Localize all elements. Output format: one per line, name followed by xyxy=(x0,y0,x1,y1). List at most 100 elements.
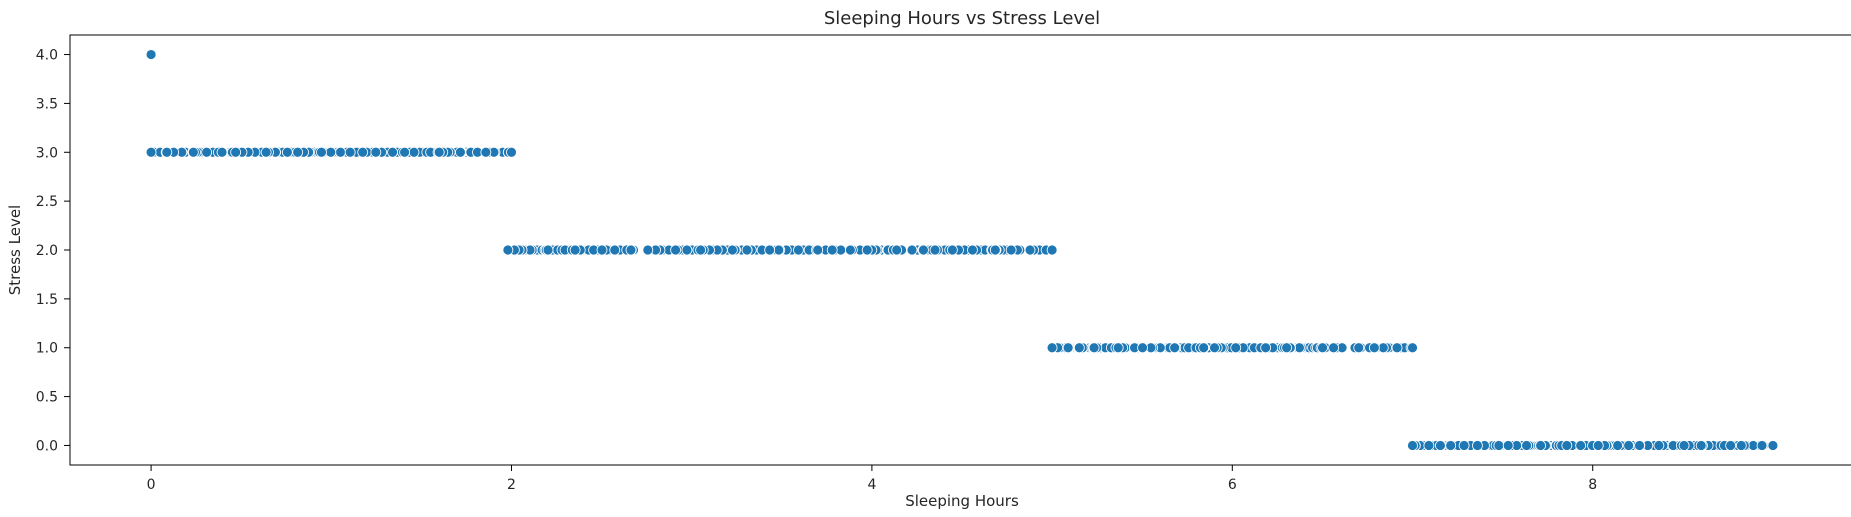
data-point xyxy=(1137,342,1148,354)
data-point xyxy=(891,244,903,256)
data-point xyxy=(1088,342,1100,354)
data-point xyxy=(1445,440,1457,451)
data-point xyxy=(335,146,346,158)
data-point xyxy=(741,244,753,256)
data-point xyxy=(433,146,445,158)
y-axis-label: Stress Level xyxy=(6,205,24,295)
x-axis-label: Sleeping Hours xyxy=(905,492,1019,510)
data-point xyxy=(1767,440,1779,451)
data-point xyxy=(1634,440,1645,451)
data-point xyxy=(1695,440,1707,451)
data-point xyxy=(145,146,157,158)
data-point xyxy=(357,146,369,158)
data-point xyxy=(1062,342,1074,354)
data-point xyxy=(1472,440,1483,451)
data-point xyxy=(793,244,804,256)
data-point xyxy=(480,146,492,158)
y-tick-label: 1.0 xyxy=(36,341,58,357)
data-point xyxy=(1653,440,1665,451)
x-tick-label: 8 xyxy=(1588,477,1597,493)
data-point xyxy=(1328,342,1339,354)
data-point xyxy=(281,146,293,158)
x-tick-label: 4 xyxy=(867,477,876,493)
data-point xyxy=(1612,440,1624,451)
data-point xyxy=(1423,440,1435,451)
data-point xyxy=(1592,440,1604,451)
data-point xyxy=(989,244,1001,256)
y-tick-label: 0.5 xyxy=(36,390,58,406)
data-point xyxy=(764,244,776,256)
data-point xyxy=(1407,342,1418,354)
data-point xyxy=(1623,440,1635,451)
data-point xyxy=(1260,342,1272,354)
data-point xyxy=(1575,440,1587,451)
data-point xyxy=(216,146,228,158)
x-tick-label: 2 xyxy=(507,477,516,493)
data-point xyxy=(967,244,978,256)
data-point xyxy=(826,244,838,256)
data-point xyxy=(145,49,157,60)
data-point xyxy=(861,244,873,256)
data-point xyxy=(1198,342,1210,354)
data-point xyxy=(161,146,173,158)
data-point xyxy=(727,244,738,256)
data-point xyxy=(670,244,681,256)
y-axis: 0.0 0.5 1.0 1.5 2.0 2.5 3.0 3.5 4.0 xyxy=(36,48,70,454)
x-axis: 0 2 4 6 8 xyxy=(147,465,1597,493)
data-point xyxy=(1024,244,1036,256)
data-point xyxy=(1561,440,1573,451)
data-point xyxy=(1169,342,1181,354)
data-point xyxy=(325,146,337,158)
y-tick-label: 3.0 xyxy=(36,145,58,161)
scatter-points xyxy=(145,49,1779,451)
data-point xyxy=(370,146,382,158)
data-point xyxy=(918,244,929,256)
data-point xyxy=(625,244,637,256)
data-point xyxy=(642,244,654,256)
data-point xyxy=(1281,342,1293,354)
data-point xyxy=(812,244,824,256)
data-point xyxy=(946,244,958,256)
data-point xyxy=(1407,440,1418,451)
x-tick-label: 0 xyxy=(147,477,156,493)
data-point xyxy=(1046,342,1058,354)
data-point xyxy=(399,146,411,158)
data-point xyxy=(1735,440,1747,451)
y-tick-label: 0.0 xyxy=(36,438,58,454)
data-point xyxy=(596,244,608,256)
data-point xyxy=(260,146,272,158)
data-point xyxy=(230,146,242,158)
data-point xyxy=(681,244,693,256)
data-point xyxy=(387,146,398,158)
data-point xyxy=(906,244,918,256)
data-point xyxy=(502,244,514,256)
data-point xyxy=(1209,342,1220,354)
data-point xyxy=(1112,342,1124,354)
data-point xyxy=(455,146,466,158)
data-point xyxy=(408,146,420,158)
data-point xyxy=(201,146,213,158)
data-point xyxy=(695,244,707,256)
data-point xyxy=(1317,342,1328,354)
data-point xyxy=(844,244,856,256)
y-tick-label: 1.5 xyxy=(36,292,58,308)
chart-title: Sleeping Hours vs Stress Level xyxy=(824,8,1100,29)
data-point xyxy=(773,244,785,256)
data-point xyxy=(1535,440,1547,451)
data-point xyxy=(1230,342,1242,354)
data-point xyxy=(609,244,621,256)
data-point xyxy=(1005,244,1017,256)
data-point xyxy=(1725,440,1737,451)
data-point xyxy=(1377,342,1389,354)
data-point xyxy=(1493,440,1505,451)
data-point xyxy=(1046,244,1058,256)
y-tick-label: 4.0 xyxy=(36,48,58,64)
y-tick-label: 2.0 xyxy=(36,243,58,259)
data-point xyxy=(1521,440,1532,451)
data-point xyxy=(929,244,941,256)
data-point xyxy=(292,146,304,158)
data-point xyxy=(1353,342,1365,354)
x-tick-label: 6 xyxy=(1228,477,1237,493)
data-point xyxy=(542,244,554,256)
data-point xyxy=(1435,440,1446,451)
